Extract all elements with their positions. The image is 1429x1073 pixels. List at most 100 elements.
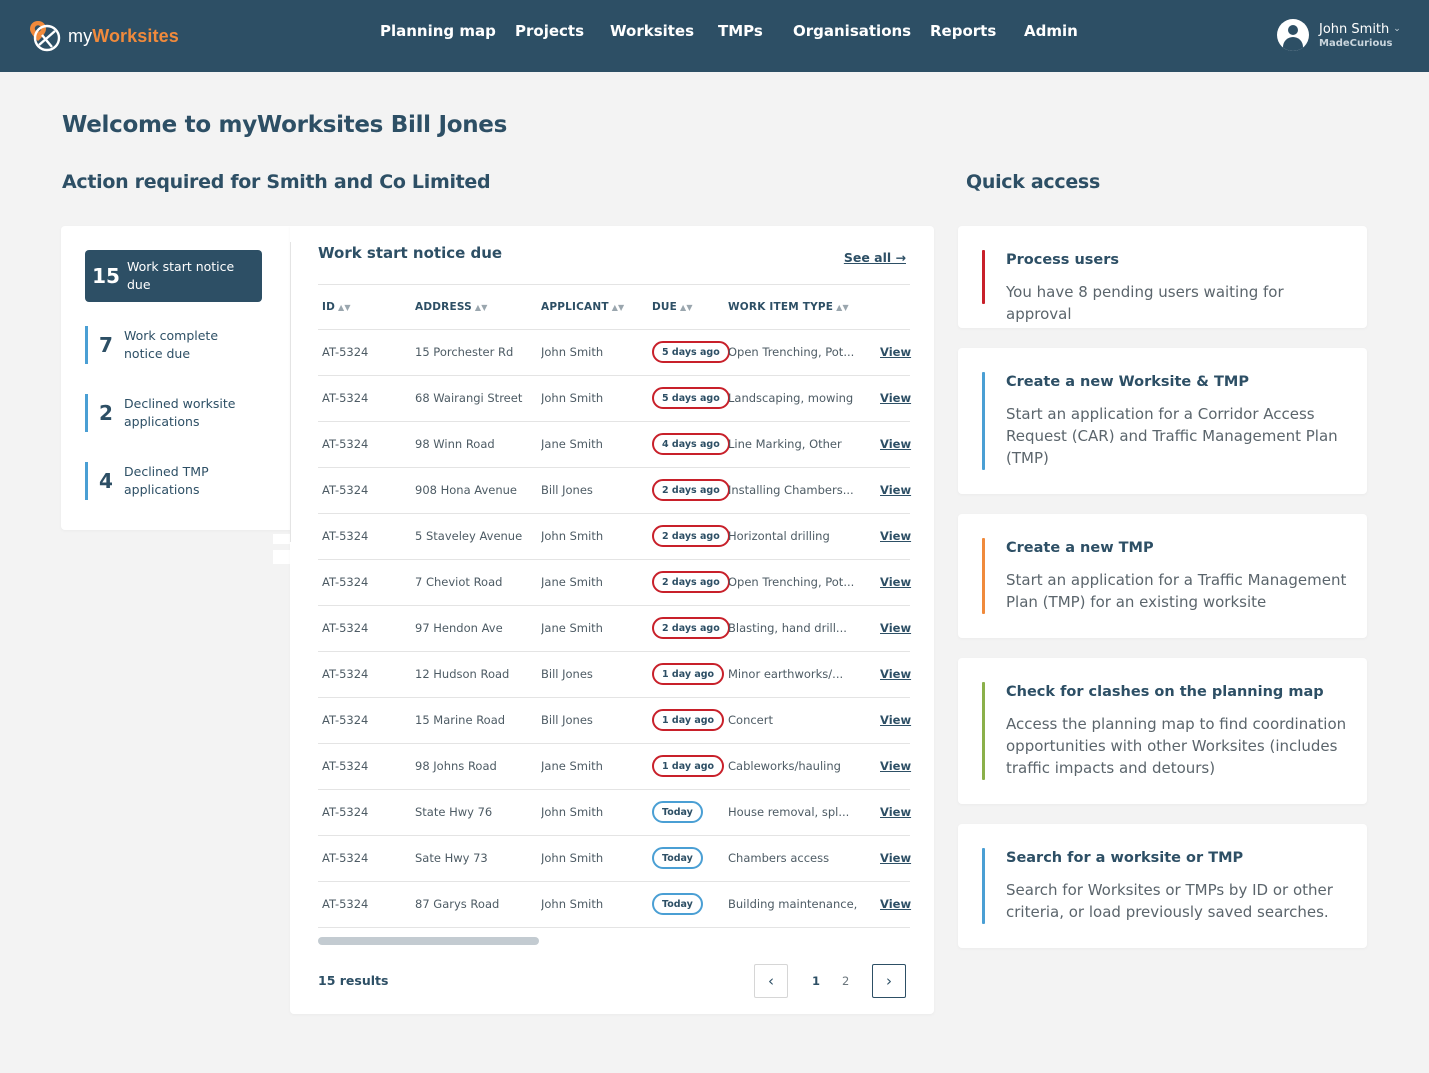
quick-access-create-worksite-tmp[interactable]: Create a new Worksite & TMP Start an app…	[958, 348, 1367, 494]
nav-organisations[interactable]: Organisations	[793, 22, 912, 40]
view-link[interactable]: View	[880, 805, 912, 819]
row-work-item-type: Line Marking, Other	[728, 437, 842, 451]
table-header: ID ▲▼ ADDRESS ▲▼ APPLICANT ▲▼ DUE ▲▼ WORK IT…	[318, 284, 910, 330]
row-address: 98 Johns Road	[415, 759, 497, 773]
quick-access-create-tmp[interactable]: Create a new TMP Start an application fo…	[958, 514, 1367, 638]
row-id: AT-5324	[322, 437, 369, 451]
row-id: AT-5324	[322, 621, 369, 635]
row-work-item-type: Horizontal drilling	[728, 529, 830, 543]
quick-access-description: Access the planning map to find coordina…	[1006, 715, 1347, 777]
due-badge: 2 days ago	[652, 617, 730, 639]
view-link[interactable]: View	[880, 851, 912, 865]
side-item-declined-tmp[interactable]: 4 Declined TMP applications	[85, 462, 265, 500]
previous-page-button[interactable]: ‹	[754, 964, 788, 998]
row-id: AT-5324	[322, 759, 369, 773]
column-header-due[interactable]: DUE ▲▼	[652, 301, 693, 313]
table-row: AT-5324 5 Staveley Avenue John Smith 2 days…	[318, 514, 912, 560]
see-all-link[interactable]: See all →	[843, 250, 906, 265]
column-header-id[interactable]: ID ▲▼	[322, 301, 351, 313]
accent-bar	[982, 538, 985, 614]
due-badge: 1 day ago	[652, 663, 725, 685]
horizontal-scrollbar[interactable]	[318, 937, 539, 945]
decorative-fragment	[273, 530, 290, 566]
view-link[interactable]: View	[880, 345, 912, 359]
row-work-item-type: Chambers access	[728, 851, 830, 865]
count: 15	[92, 264, 120, 288]
side-item-label: Work start notice due	[127, 259, 235, 292]
top-navigation-bar: myWorksites Planning map Projects Worksi…	[0, 0, 1429, 72]
quick-access-check-clashes[interactable]: Check for clashes on the planning map Ac…	[958, 658, 1367, 804]
column-header-work-item-type[interactable]: WORK ITEM TYPE ▲▼	[728, 301, 849, 313]
view-link[interactable]: View	[880, 437, 912, 451]
table-row: AT-5324 State Hwy 76 John Smith Today House …	[318, 790, 912, 836]
view-link[interactable]: View	[880, 713, 912, 727]
due-badge: Today	[652, 847, 703, 869]
quick-access-description: Start an application for a Traffic Manag…	[1006, 571, 1347, 611]
row-work-item-type: Open Trenching, Pot...	[728, 345, 855, 359]
row-applicant: Jane Smith	[541, 759, 603, 773]
side-item-work-complete-notice[interactable]: 7 Work complete notice due	[85, 326, 265, 364]
table-row: AT-5324 68 Wairangi Street John Smith 5 day…	[318, 376, 912, 422]
page-number[interactable]: 2	[842, 974, 850, 988]
app-logo[interactable]: myWorksites	[28, 18, 179, 54]
row-work-item-type: Concert	[728, 713, 773, 727]
due-badge: 1 day ago	[652, 709, 725, 731]
next-page-button[interactable]: ›	[872, 964, 906, 998]
table-row: AT-5324 97 Hendon Ave Jane Smith 2 days ago…	[318, 606, 912, 652]
row-id: AT-5324	[322, 391, 369, 405]
table-row: AT-5324 98 Johns Road Jane Smith 1 day ago C…	[318, 744, 912, 790]
table-row: AT-5324 98 Winn Road Jane Smith 4 days ago L…	[318, 422, 912, 468]
table-row: AT-5324 908 Hona Avenue Bill Jones 2 days a…	[318, 468, 912, 514]
accent-bar	[982, 848, 985, 924]
row-work-item-type: Installing Chambers...	[728, 483, 854, 497]
row-applicant: Jane Smith	[541, 437, 603, 451]
due-badge: Today	[652, 801, 703, 823]
nav-planning-map[interactable]: Planning map	[380, 22, 496, 40]
side-item-declined-worksite[interactable]: 2 Declined worksite applications	[85, 394, 265, 432]
action-required-heading: Action required for Smith and Co Limited	[62, 171, 491, 193]
view-link[interactable]: View	[880, 667, 912, 681]
sort-icon: ▲▼	[474, 303, 488, 312]
sort-icon: ▲▼	[338, 303, 351, 312]
view-link[interactable]: View	[880, 575, 912, 589]
page-title: Welcome to myWorksites Bill Jones	[62, 112, 507, 138]
panel-title: Work start notice due	[318, 244, 503, 262]
page-number[interactable]: 1	[812, 974, 821, 988]
row-address: 7 Cheviot Road	[415, 575, 503, 589]
sort-icon: ▲▼	[680, 303, 693, 312]
nav-reports[interactable]: Reports	[930, 22, 997, 40]
quick-access-process-users[interactable]: Process users You have 8 pending users w…	[958, 226, 1367, 328]
column-header-address[interactable]: ADDRESS ▲▼	[415, 301, 488, 313]
nav-projects[interactable]: Projects	[515, 22, 585, 40]
table-row: AT-5324 87 Garys Road John Smith Today Build…	[318, 882, 912, 928]
row-id: AT-5324	[322, 575, 369, 589]
nav-tmps[interactable]: TMPs	[718, 22, 763, 40]
table-row: AT-5324 7 Cheviot Road Jane Smith 2 days ag…	[318, 560, 912, 606]
count: 4	[99, 469, 113, 493]
nav-worksites[interactable]: Worksites	[610, 22, 695, 40]
chevron-left-icon: ‹	[768, 972, 774, 990]
row-id: AT-5324	[322, 345, 369, 359]
row-address: 908 Hona Avenue	[415, 483, 518, 497]
nav-admin[interactable]: Admin	[1024, 22, 1078, 40]
row-work-item-type: Blasting, hand drill...	[728, 621, 847, 635]
view-link[interactable]: View	[880, 391, 912, 405]
chevron-down-icon: ⌄	[1393, 24, 1401, 34]
side-item-work-start-notice[interactable]: 15 Work start notice due	[85, 250, 262, 302]
view-link[interactable]: View	[880, 529, 912, 543]
work-start-notice-panel: Work start notice due See all → ID ▲▼ ADD…	[290, 226, 934, 1014]
user-menu[interactable]: John Smith ⌄ MadeCurious	[1277, 19, 1401, 51]
table-row: AT-5324 12 Hudson Road Bill Jones 1 day ago…	[318, 652, 912, 698]
view-link[interactable]: View	[880, 759, 912, 773]
accent-bar	[982, 372, 985, 470]
view-link[interactable]: View	[880, 897, 912, 911]
user-avatar-icon	[1277, 19, 1309, 51]
row-id: AT-5324	[322, 667, 369, 681]
view-link[interactable]: View	[880, 483, 912, 497]
quick-access-search[interactable]: Search for a worksite or TMP Search for …	[958, 824, 1367, 948]
row-address: 15 Marine Road	[415, 713, 506, 727]
view-link[interactable]: View	[880, 621, 912, 635]
row-address: State Hwy 76	[415, 805, 493, 819]
quick-access-heading: Quick access	[966, 171, 1100, 193]
column-header-applicant[interactable]: APPLICANT ▲▼	[541, 301, 625, 313]
